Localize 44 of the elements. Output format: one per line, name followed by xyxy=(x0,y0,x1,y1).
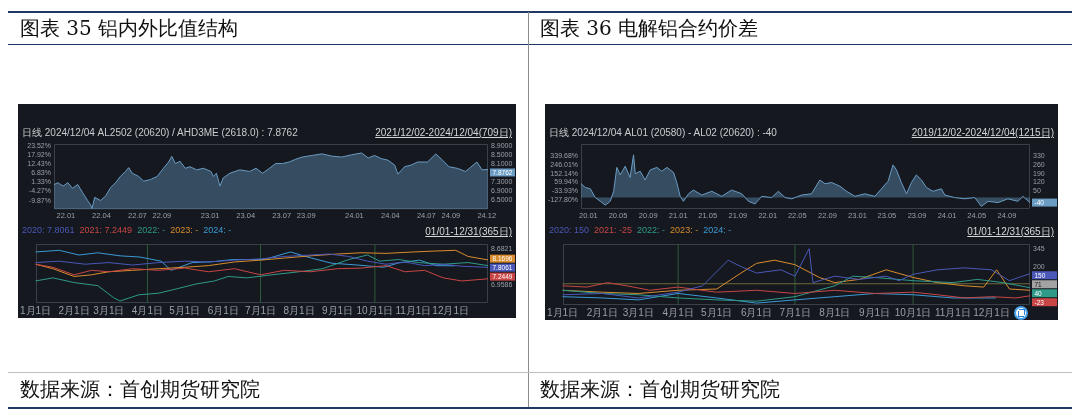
x-tick-label: 3月1日 xyxy=(93,304,125,316)
chart-title: 图表 36 电解铝合约价差 xyxy=(540,15,760,42)
text: 2024: - xyxy=(703,225,732,237)
x-tick-label: 6月1日 xyxy=(740,306,773,318)
x-tick-label: 8月1日 xyxy=(819,306,851,318)
chart-subtitle: 日线 2024/12/04 AL2502 (20620) / AHD3ME (2618.0) : 7.8762 xyxy=(22,126,298,138)
x-tick-label: 7月1日 xyxy=(244,304,277,316)
x-tick-label: 4月1日 xyxy=(131,304,163,316)
x-tick-label: 12月1日 xyxy=(973,306,1010,318)
source-note: 数据来源：首创期货研究院 xyxy=(540,376,781,403)
x-tick-label: 5月1日 xyxy=(701,306,733,318)
x-tick-label: 11月1日 xyxy=(395,304,432,316)
text: 2022: - xyxy=(637,225,666,237)
x-tick-label: 4月1日 xyxy=(662,306,694,318)
x-tick-label: 10月1日 xyxy=(894,306,932,318)
text: 2024: - xyxy=(203,225,232,237)
x-tick-label: 11月1日 xyxy=(934,306,971,318)
chart-subtitle: 日线 2024/12/04 AL01 (20580) - AL02 (20620) : -40 xyxy=(549,126,777,138)
text: 2019/12/02-2024/12/04(1215日) xyxy=(911,126,1054,138)
x-tick-label: 2月1日 xyxy=(586,306,618,318)
x-tick-label: 1月1日 xyxy=(20,304,52,316)
x-tick-label: 2月1日 xyxy=(58,304,90,316)
x-tick-label: 8月1日 xyxy=(283,304,315,316)
text: 2020: 150 xyxy=(549,225,590,237)
text: 01/01-12/31(365日) xyxy=(425,225,512,237)
text: 2021: 7.2449 xyxy=(79,225,133,237)
x-tick-label: 6月1日 xyxy=(207,304,239,316)
text: 2022: - xyxy=(137,225,166,237)
x-tick-label: 9月1日 xyxy=(859,306,891,318)
text: 01/01-12/31(365日) xyxy=(967,225,1054,237)
text: 2023: - xyxy=(170,225,199,237)
x-tick-label: 5月1日 xyxy=(169,304,201,316)
chart-title: 图表 35 铝内外比值结构 xyxy=(20,15,240,42)
x-tick-label: 1月1日 xyxy=(547,306,579,318)
x-tick-label: 10月1日 xyxy=(356,304,394,316)
text: 2023: - xyxy=(670,225,699,237)
x-tick-label: 3月1日 xyxy=(622,306,654,318)
x-tick-label: 9月1日 xyxy=(322,304,354,316)
x-tick-label: 12月1日 xyxy=(432,304,470,316)
x-tick-label: 7月1日 xyxy=(779,306,811,318)
source-note: 数据来源：首创期货研究院 xyxy=(20,376,261,403)
text: 2021/12/02-2024/12/04(709日) xyxy=(375,126,512,138)
text: 2021: -25 xyxy=(594,225,633,237)
text: 2020: 7.8061 xyxy=(22,225,75,237)
